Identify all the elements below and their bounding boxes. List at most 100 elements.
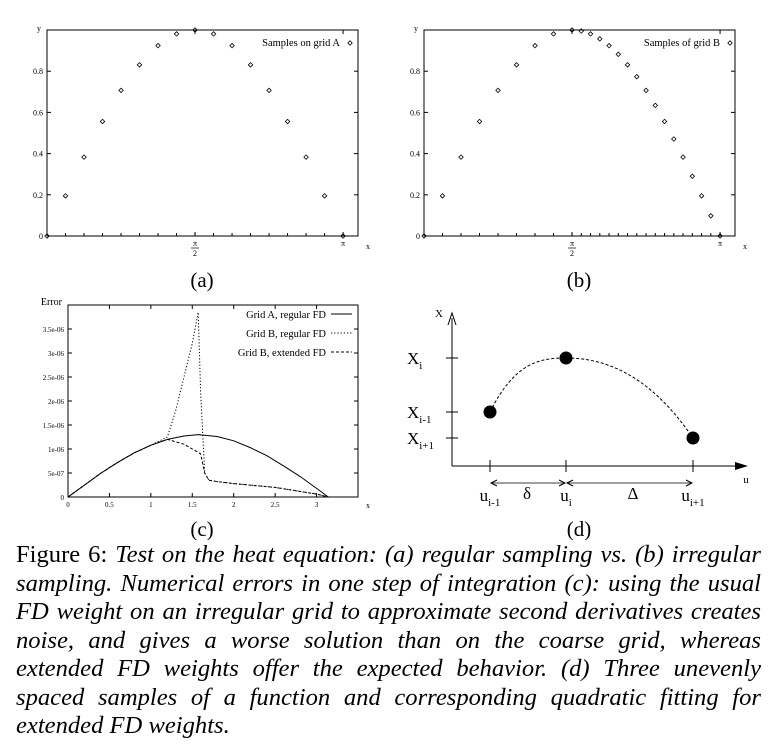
tick-label-denominator: 2 [193, 249, 197, 258]
data-point-marker [229, 42, 235, 49]
x-label: ui [560, 486, 572, 509]
data-point-marker [118, 87, 124, 94]
y-tick-label: 0.6 [33, 108, 43, 117]
x-tick-label: 1 [149, 501, 153, 509]
x-label: ui+1 [681, 486, 704, 509]
vertical-arrow-head [447, 311, 457, 326]
data-point-marker [192, 27, 198, 33]
y-tick-label: 0 [39, 232, 43, 241]
y-tick-label: 0 [416, 232, 420, 241]
data-point-marker [597, 36, 603, 42]
data-point-marker [708, 213, 714, 219]
y-tick-label: 0.6 [410, 108, 420, 117]
plot-frame [46, 29, 359, 237]
x-tick-label: 3 [315, 501, 319, 509]
y-label: Xi [407, 349, 422, 372]
data-point-marker [661, 118, 668, 125]
data-point-marker [634, 73, 640, 80]
y-axis-label: y [414, 24, 418, 33]
data-point-marker [266, 87, 272, 94]
data-point-marker [173, 31, 180, 37]
tick-label-denominator: 2 [570, 249, 574, 258]
x-tick-label: 0.5 [105, 501, 114, 509]
data-point-marker [458, 154, 464, 160]
y-label: Xi+1 [407, 429, 434, 452]
x-label-subscript: i [569, 497, 572, 509]
series-line-solid [67, 434, 329, 498]
y-tick-label: 1e-06 [48, 446, 64, 454]
data-point-marker [671, 136, 677, 142]
x-label-main: u [681, 486, 690, 505]
delta-arrow-right [558, 479, 567, 487]
y-tick-label: 0.8 [33, 67, 43, 76]
y-tick-label: 0.4 [33, 150, 43, 159]
y-label: Xi-1 [407, 403, 432, 426]
data-point-marker [727, 40, 733, 46]
y-axis-label: y [37, 24, 41, 33]
y-label-subscript: i-1 [419, 414, 431, 426]
sample-point [686, 431, 700, 445]
x-tick-label: 2 [232, 501, 236, 509]
plot-frame [423, 29, 736, 237]
data-point-marker [615, 51, 622, 58]
x-label-main: u [480, 486, 489, 505]
y-label-subscript: i+1 [419, 440, 434, 452]
y-tick-label: 2.5e-06 [43, 374, 65, 382]
figure-caption: Figure 6: Test on the heat equation: (a)… [16, 541, 761, 741]
sample-point [483, 405, 497, 419]
x-axis-label: x [743, 242, 747, 251]
data-point-marker [247, 62, 254, 68]
data-point-marker [689, 173, 696, 180]
data-point-marker [155, 42, 161, 49]
Delta-arrow-left [565, 479, 574, 487]
data-point-marker [476, 118, 483, 125]
x-tick-label: 2.5 [271, 501, 280, 509]
data-point-marker [652, 102, 659, 109]
vertical-axis-label: X [435, 308, 443, 320]
data-point-marker [698, 193, 705, 199]
chart-panel-c: Error x 0 5e-07 1e-06 1.5e-06 2e-06 2.5e-06 3e-0… [41, 297, 370, 510]
legend-label: Samples on grid A [262, 38, 340, 49]
data-point-marker [136, 62, 143, 68]
x-tick-label: 1.5 [188, 501, 197, 509]
data-point-marker [321, 193, 328, 199]
data-point-marker [421, 233, 427, 239]
data-point-marker [717, 233, 723, 239]
y-label-main: X [407, 429, 419, 448]
subfigure-label-c: (c) [190, 517, 213, 540]
data-point-marker [643, 87, 649, 94]
data-point-marker [284, 118, 291, 125]
data-point-marker [624, 62, 631, 68]
data-point-marker [513, 62, 520, 68]
y-label-main: X [407, 349, 419, 368]
subfigure-label-a: (a) [190, 268, 213, 292]
data-point-marker [587, 31, 594, 37]
y-tick-label: 3e-06 [48, 350, 64, 358]
x-tick-label: π2 [568, 239, 577, 258]
data-point-marker [347, 40, 353, 46]
y-tick-label: 0 [61, 494, 65, 502]
x-label: ui-1 [480, 486, 501, 509]
y-tick-label: 1.5e-06 [43, 422, 65, 430]
y-tick-label: 0.8 [410, 67, 420, 76]
delta-label: δ [523, 484, 531, 503]
data-point-marker [680, 154, 686, 160]
x-axis-label: x [366, 501, 370, 510]
data-point-marker [210, 31, 217, 37]
y-label-main: X [407, 403, 419, 422]
Delta-arrow-right [685, 479, 694, 487]
data-point-marker [340, 233, 346, 239]
series-line-dashed [67, 438, 329, 498]
data-point-marker [81, 154, 87, 160]
y-tick-label: 5e-07 [48, 470, 64, 478]
y-tick-label: 3.5e-06 [43, 326, 65, 334]
y-tick-label: 0.2 [33, 191, 43, 200]
x-label-subscript: i+1 [690, 497, 705, 509]
legend-label: Samples of grid B [644, 38, 720, 49]
x-tick-label: π2 [191, 239, 200, 258]
data-point-marker [532, 42, 538, 49]
subfigure-label-b: (b) [567, 268, 592, 292]
data-point-marker [495, 87, 501, 94]
